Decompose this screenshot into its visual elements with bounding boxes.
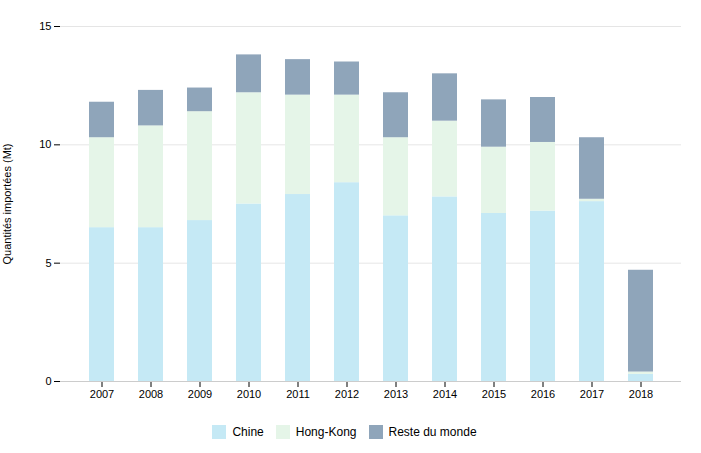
svg-text:15: 15 — [39, 20, 51, 32]
html-text:Hong-Kong: Hong-Kong — [295, 424, 357, 439]
svg-text:2010: 2010 — [237, 388, 261, 400]
svg-text:0: 0 — [45, 375, 51, 387]
svg-text:2008: 2008 — [139, 388, 163, 400]
svg-text:2011: 2011 — [286, 388, 310, 400]
svg-text:Quantités importées (Mt): Quantités importées (Mt) — [1, 143, 13, 264]
html-text:Chine: Chine — [232, 424, 264, 439]
svg-text:2014: 2014 — [433, 388, 457, 400]
svg-text:2015: 2015 — [482, 388, 506, 400]
svg-text:2009: 2009 — [188, 388, 212, 400]
svg-text:2016: 2016 — [531, 388, 555, 400]
svg-text:10: 10 — [39, 138, 51, 150]
svg-text:2017: 2017 — [580, 388, 604, 400]
svg-text:2007: 2007 — [90, 388, 114, 400]
svg-text:2018: 2018 — [629, 388, 653, 400]
svg-text:2013: 2013 — [384, 388, 408, 400]
svg-text:5: 5 — [45, 257, 51, 269]
svg-text:2012: 2012 — [335, 388, 359, 400]
html-text:Reste du monde: Reste du monde — [388, 424, 477, 439]
